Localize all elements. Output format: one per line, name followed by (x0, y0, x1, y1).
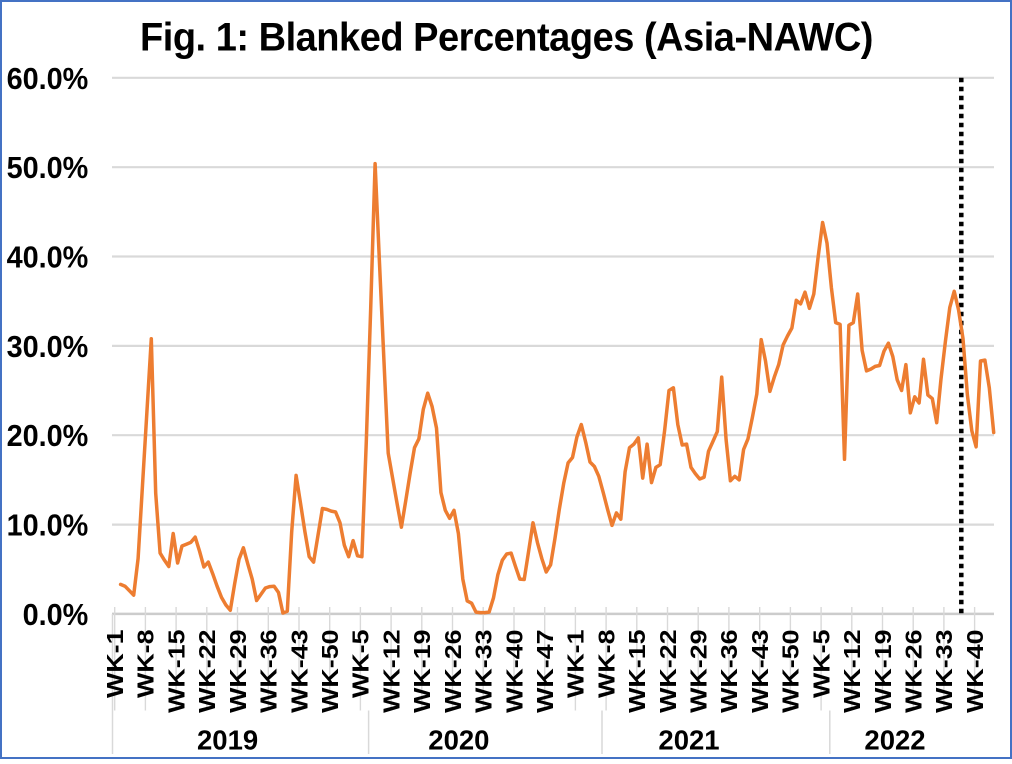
svg-text:WK-50: WK-50 (779, 630, 805, 713)
svg-text:WK-1: WK-1 (564, 629, 590, 698)
svg-text:10.0%: 10.0% (7, 509, 89, 543)
svg-text:20.0%: 20.0% (7, 419, 89, 453)
svg-text:WK-29: WK-29 (226, 630, 252, 713)
svg-text:WK-15: WK-15 (164, 629, 190, 713)
svg-text:WK-33: WK-33 (932, 630, 958, 713)
svg-text:30.0%: 30.0% (7, 330, 89, 364)
svg-text:WK-47: WK-47 (533, 630, 559, 713)
svg-text:WK-36: WK-36 (717, 630, 743, 713)
svg-text:WK-12: WK-12 (840, 630, 866, 713)
svg-text:2022: 2022 (864, 725, 925, 756)
svg-text:WK-8: WK-8 (594, 629, 620, 698)
svg-text:WK-40: WK-40 (502, 630, 528, 713)
svg-text:60.0%: 60.0% (7, 62, 89, 96)
svg-text:0.0%: 0.0% (23, 598, 89, 632)
svg-text:2020: 2020 (428, 725, 489, 756)
svg-text:WK-19: WK-19 (871, 630, 897, 713)
svg-text:40.0%: 40.0% (7, 241, 89, 275)
svg-text:WK-15: WK-15 (625, 629, 651, 713)
svg-text:WK-43: WK-43 (287, 630, 313, 713)
svg-text:WK-12: WK-12 (379, 630, 405, 713)
svg-text:WK-33: WK-33 (471, 630, 497, 713)
svg-text:WK-19: WK-19 (410, 630, 436, 713)
svg-text:WK-8: WK-8 (134, 629, 160, 698)
svg-text:WK-36: WK-36 (256, 630, 282, 713)
svg-text:WK-26: WK-26 (441, 630, 467, 713)
svg-text:WK-5: WK-5 (809, 629, 835, 698)
svg-text:WK-22: WK-22 (656, 630, 682, 713)
svg-text:WK-50: WK-50 (318, 630, 344, 713)
svg-text:WK-43: WK-43 (748, 630, 774, 713)
svg-text:WK-5: WK-5 (349, 629, 375, 698)
svg-text:Fig. 1: Blanked Percentages (A: Fig. 1: Blanked Percentages (Asia-NAWC) (140, 16, 873, 60)
svg-text:WK-29: WK-29 (686, 630, 712, 713)
svg-text:2019: 2019 (197, 725, 258, 756)
svg-text:WK-40: WK-40 (963, 630, 989, 713)
svg-text:WK-22: WK-22 (195, 630, 221, 713)
svg-text:WK-26: WK-26 (901, 630, 927, 713)
svg-text:50.0%: 50.0% (7, 151, 89, 185)
svg-text:2021: 2021 (658, 725, 719, 756)
svg-text:WK-1: WK-1 (103, 629, 129, 698)
